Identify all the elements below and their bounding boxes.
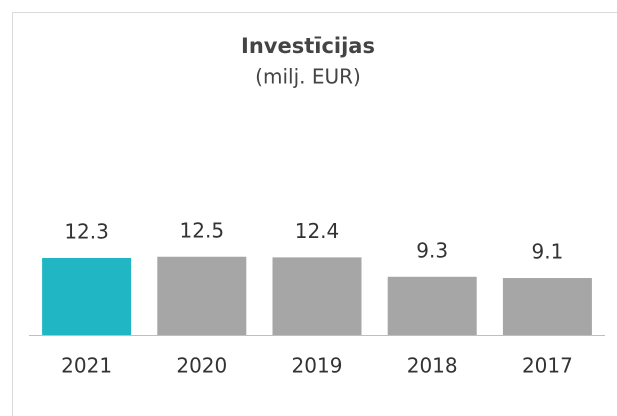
bar [272, 257, 362, 335]
data-label: 12.5 [180, 218, 225, 242]
bar [42, 258, 132, 335]
chart-frame [12, 12, 617, 416]
bar [502, 278, 592, 335]
x-tick-label: 2021 [61, 354, 112, 378]
data-label: 12.3 [64, 220, 109, 244]
chart-subtitle: (milj. EUR) [255, 65, 361, 89]
x-tick-label: 2018 [407, 354, 458, 378]
bar [157, 256, 247, 335]
bar [387, 276, 477, 335]
x-tick-label: 2020 [176, 354, 227, 378]
data-label: 9.1 [531, 240, 563, 264]
x-tick-label: 2019 [292, 354, 343, 378]
data-label: 12.4 [295, 219, 340, 243]
x-tick-label: 2017 [522, 354, 573, 378]
chart-title: Investīcijas [241, 34, 375, 58]
data-label: 9.3 [416, 238, 448, 262]
